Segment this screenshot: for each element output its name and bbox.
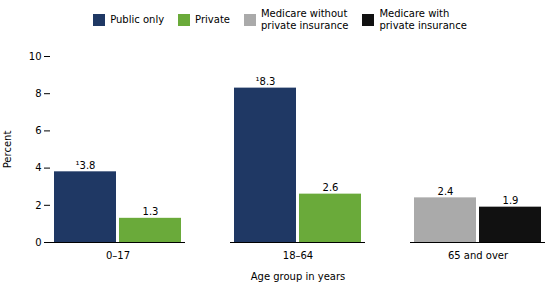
svg-text:4: 4 <box>35 162 41 173</box>
svg-text:65 and over: 65 and over <box>448 250 509 261</box>
svg-text:2: 2 <box>35 200 41 211</box>
svg-text:Percent: Percent <box>2 131 13 169</box>
svg-text:6: 6 <box>35 125 41 136</box>
svg-text:¹8.3: ¹8.3 <box>256 76 276 87</box>
html-text:Public only: Public only <box>110 14 165 25</box>
svg-text:1.9: 1.9 <box>503 195 519 206</box>
svg-text:2.6: 2.6 <box>323 182 339 193</box>
svg-text:Age group in years: Age group in years <box>251 271 346 282</box>
svg-text:2.4: 2.4 <box>438 186 454 197</box>
html-text:Medicare with private insuranc: Medicare with private insurance <box>379 8 467 31</box>
svg-text:8: 8 <box>35 88 41 99</box>
svg-text:0–17: 0–17 <box>106 250 130 261</box>
html-text:Private: Private <box>195 14 230 25</box>
svg-text:0: 0 <box>35 237 41 248</box>
html-text:Medicare without private insur: Medicare without private insurance <box>261 8 349 31</box>
svg-text:18–64: 18–64 <box>283 250 313 261</box>
svg-text:10: 10 <box>29 51 42 62</box>
svg-text:1.3: 1.3 <box>143 206 159 217</box>
svg-text:¹3.8: ¹3.8 <box>76 160 96 171</box>
